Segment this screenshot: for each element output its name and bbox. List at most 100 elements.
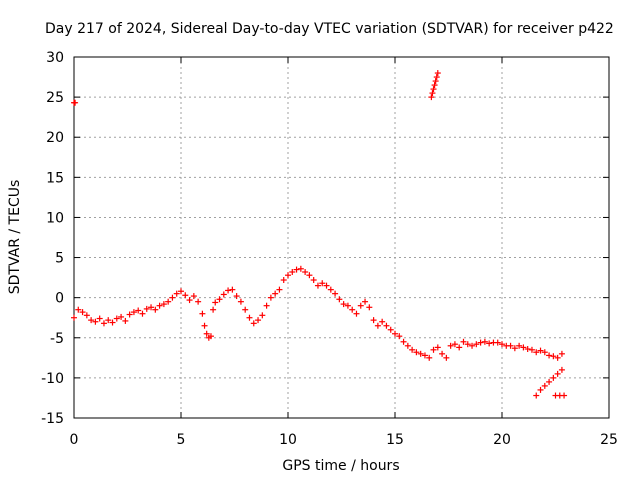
- data-point: [460, 338, 467, 345]
- data-point: [558, 366, 565, 373]
- data-point: [297, 265, 304, 272]
- data-point: [109, 319, 116, 326]
- data-point: [126, 311, 133, 318]
- y-tick-label: 25: [46, 90, 64, 106]
- y-tick-label: -10: [41, 371, 64, 387]
- data-point: [178, 288, 184, 295]
- data-point: [242, 306, 249, 313]
- data-point: [516, 342, 523, 349]
- x-tick-label: 10: [279, 432, 297, 448]
- data-point: [434, 70, 441, 77]
- data-point: [541, 382, 548, 389]
- y-tick-label: 10: [46, 210, 64, 226]
- y-tick-label: 5: [55, 251, 64, 267]
- data-point: [207, 333, 214, 340]
- data-point: [357, 302, 364, 309]
- y-tick-label: 30: [46, 50, 64, 66]
- data-point: [186, 297, 193, 304]
- data-point: [387, 326, 394, 333]
- x-axis-label: GPS time / hours: [282, 458, 399, 474]
- data-point: [139, 310, 146, 317]
- data-point: [237, 298, 244, 305]
- data-point: [169, 294, 176, 301]
- y-tick-label: 20: [46, 130, 64, 146]
- data-point: [122, 317, 129, 324]
- axis-ticks: [73, 56, 610, 419]
- data-point: [431, 82, 438, 89]
- data-marks: [71, 70, 568, 399]
- data-point: [212, 299, 219, 306]
- data-point: [426, 354, 433, 361]
- data-point: [417, 350, 424, 357]
- data-point: [554, 370, 561, 377]
- data-point: [473, 341, 480, 348]
- data-point: [280, 277, 287, 284]
- data-point: [233, 293, 240, 300]
- data-point: [379, 318, 386, 325]
- data-point: [507, 342, 514, 349]
- y-tick-labels: -15 -10 -5 0 5 10 15 20 25 30: [41, 50, 64, 427]
- data-point: [216, 296, 223, 303]
- data-point: [79, 309, 86, 316]
- x-tick-label: 25: [600, 432, 618, 448]
- data-point: [210, 306, 217, 313]
- data-point: [156, 302, 163, 309]
- data-point: [409, 346, 416, 353]
- data-point: [88, 317, 95, 324]
- data-point: [310, 277, 317, 284]
- data-point: [533, 392, 540, 399]
- data-point: [83, 312, 90, 319]
- x-tick-label: 0: [70, 432, 79, 448]
- data-point: [439, 350, 446, 357]
- data-point: [499, 341, 505, 348]
- data-point: [267, 294, 274, 301]
- data-point: [113, 315, 120, 322]
- y-tick-label: -5: [50, 331, 64, 347]
- data-point: [225, 287, 232, 294]
- data-point: [289, 268, 296, 275]
- data-point: [152, 306, 159, 313]
- plot-frame: [73, 56, 610, 419]
- data-point: [366, 304, 373, 311]
- data-point: [554, 354, 561, 361]
- data-point: [396, 333, 403, 340]
- data-point: [434, 344, 441, 351]
- data-point: [432, 78, 439, 85]
- data-point: [511, 345, 518, 352]
- data-point: [319, 280, 326, 287]
- data-point: [302, 268, 309, 275]
- data-point: [430, 86, 437, 93]
- data-point: [392, 330, 398, 337]
- data-point: [203, 330, 210, 337]
- data-point: [421, 352, 428, 359]
- data-point: [340, 301, 347, 308]
- data-point: [370, 317, 377, 324]
- data-point: [528, 346, 535, 353]
- data-point: [433, 74, 440, 81]
- data-point: [92, 318, 99, 325]
- y-axis-label: SDTVAR / TECUs: [7, 180, 23, 295]
- data-point: [272, 290, 279, 297]
- data-point: [100, 320, 107, 327]
- data-point: [250, 320, 257, 327]
- data-point: [558, 350, 565, 357]
- data-point: [293, 266, 300, 273]
- data-point: [537, 386, 544, 393]
- x-tick-label: 20: [493, 432, 511, 448]
- data-point: [413, 349, 420, 356]
- data-point: [323, 282, 330, 289]
- data-point: [546, 378, 553, 385]
- data-point: [72, 99, 79, 106]
- data-point: [447, 342, 454, 349]
- data-point: [148, 304, 155, 311]
- data-point: [71, 314, 77, 321]
- data-point: [486, 340, 493, 347]
- data-point: [96, 315, 103, 322]
- data-point: [105, 317, 112, 324]
- data-point: [477, 339, 484, 346]
- data-point: [173, 290, 180, 297]
- x-tick-labels: 0 5 10 15 20 25: [70, 432, 618, 448]
- data-point: [195, 298, 202, 305]
- data-point: [353, 310, 360, 317]
